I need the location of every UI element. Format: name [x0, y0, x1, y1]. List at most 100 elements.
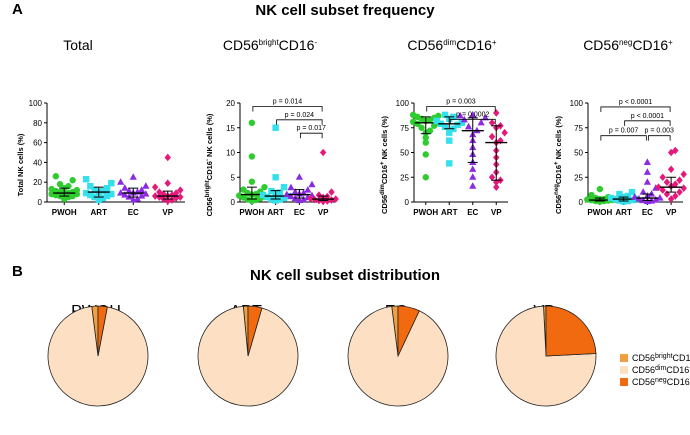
data-point [672, 146, 679, 155]
data-point [680, 184, 687, 192]
subplot-2: 0 25 50 75 100 PWOH ART EC VP p = 0.003 p = 0.0002 [396, 98, 508, 217]
data-point [287, 183, 295, 191]
x-tick-label: ART [615, 208, 632, 217]
data-point [607, 194, 615, 202]
ylabel-bright-a: CD56 [205, 197, 214, 216]
data-point [493, 183, 500, 191]
ylabel-dim-b: CD16 [380, 165, 389, 184]
data-point [133, 195, 142, 202]
pie-slice [347, 305, 449, 407]
legend-label-part: neg [655, 377, 667, 384]
data-point [328, 196, 335, 204]
data-point [672, 180, 679, 188]
ylabel-neg-sup1: neg [554, 184, 560, 195]
data-point [656, 194, 664, 201]
x-tick-label: VP [318, 208, 329, 217]
data-point [441, 111, 449, 119]
comparison-bracket [252, 106, 323, 112]
data-point [156, 193, 163, 201]
comparison-bracket [647, 135, 671, 141]
y-tick-label: 100 [29, 99, 43, 108]
data-point [659, 173, 666, 182]
subplot-title-neg: CD56negCD16+ [583, 37, 673, 53]
data-point [616, 190, 623, 198]
data-point [319, 148, 327, 157]
data-point [172, 189, 180, 197]
x-tick-label: ART [267, 208, 284, 217]
data-point [99, 194, 107, 202]
data-point [125, 193, 133, 200]
data-point [469, 173, 477, 180]
legend-label-part: CD56 [632, 353, 655, 363]
data-point [488, 119, 496, 127]
title-neg-a: CD56 [583, 37, 619, 53]
data-point [667, 165, 675, 174]
y-tick-label: 25 [574, 173, 583, 182]
data-point [473, 126, 481, 134]
ylabel-dim-a: CD56 [380, 195, 389, 214]
title-neg-b: CD16 [632, 37, 668, 53]
data-point [108, 190, 115, 198]
data-point [624, 192, 632, 200]
panel-letter-b: B [12, 263, 23, 280]
data-point [52, 173, 60, 180]
data-point [56, 180, 64, 188]
data-point [469, 165, 477, 172]
data-point [493, 109, 500, 117]
title-bright-a: CD56 [223, 37, 259, 53]
pie-ART: ART [197, 303, 299, 407]
subplot-1: 0 5 10 15 20 PWOH ART EC VP p = 0.014 p = 0.024 p =… [226, 98, 339, 217]
x-tick-label: EC [642, 208, 653, 217]
y-tick-label: 75 [574, 124, 583, 133]
data-point [596, 185, 604, 193]
data-point [259, 191, 267, 199]
legend-swatch [620, 378, 628, 386]
data-point [248, 119, 256, 127]
data-point [422, 134, 429, 141]
pie-slice [47, 305, 149, 407]
x-tick-label: EC [467, 208, 478, 217]
data-point [121, 191, 129, 198]
legend-label: CD56dimCD16+ [632, 365, 690, 375]
data-point [652, 196, 660, 203]
y-tick-label: 5 [231, 173, 236, 182]
p-value-label: p = 0.003 [645, 128, 674, 135]
panel-letter-a: A [12, 1, 23, 18]
data-point [82, 189, 90, 197]
y-tick-label: 0 [231, 198, 236, 207]
data-point [307, 194, 314, 203]
pie-charts: PWOH ART EC VP [47, 303, 597, 407]
ylabel-dim: CD56dimCD16+ NK cells (%) [380, 116, 389, 214]
x-tick-label: VP [666, 208, 677, 217]
data-point [446, 160, 453, 167]
data-point [129, 173, 137, 180]
comparison-bracket [600, 135, 647, 141]
data-point [477, 118, 485, 126]
data-point [164, 179, 171, 187]
legend-label-part: dim [655, 365, 666, 372]
x-tick-label: PWOH [587, 208, 612, 217]
p-value-label: p = 0.007 [609, 128, 638, 135]
data-point [458, 119, 466, 126]
title-bright-sup2: - [314, 38, 317, 47]
y-tick-label: 20 [226, 99, 235, 108]
data-point [446, 137, 453, 144]
title-bright-sup1: bright [259, 38, 280, 47]
data-point [643, 178, 651, 185]
data-point [409, 118, 417, 126]
data-point [272, 197, 279, 204]
ylabel-bright-sup2: - [205, 159, 211, 161]
data-point [643, 168, 651, 175]
data-point [655, 183, 662, 191]
x-tick-label: PWOH [413, 208, 438, 217]
data-point [501, 128, 508, 137]
data-point [99, 187, 107, 195]
y-tick-label: 15 [226, 124, 235, 133]
data-point [248, 153, 256, 160]
comparison-bracket [624, 120, 671, 126]
data-point [121, 184, 129, 191]
data-point [125, 187, 133, 194]
ylabel-neg-b: CD16 [554, 165, 563, 184]
